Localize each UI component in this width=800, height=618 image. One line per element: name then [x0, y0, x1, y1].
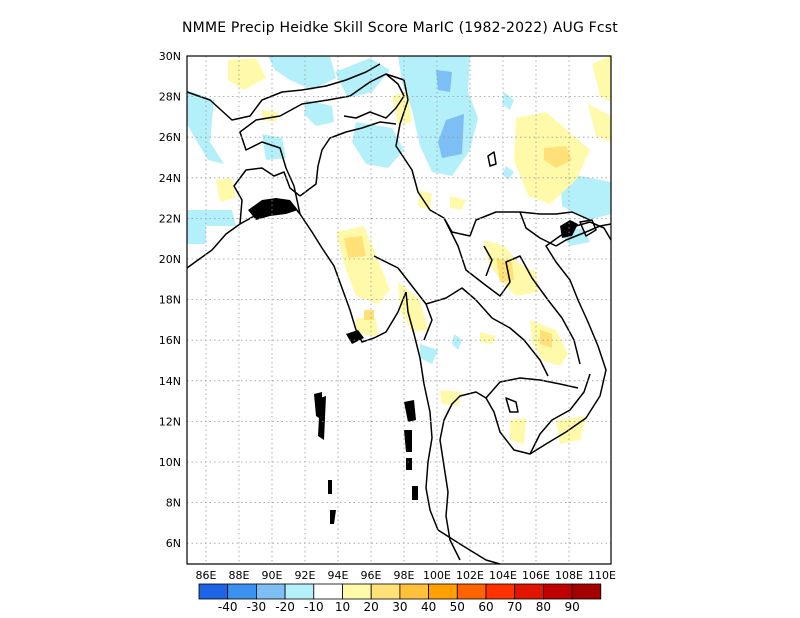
lat-tick-label: 12N [159, 415, 181, 428]
coastline-bay-of-bengal [186, 201, 407, 343]
lat-tick-label: 18N [159, 294, 181, 307]
graticule [187, 56, 611, 564]
colorbar-swatch [342, 583, 372, 600]
lat-tick-label: 20N [159, 253, 181, 266]
lat-tick-label: 28N [159, 91, 181, 104]
coastline-detail [248, 198, 578, 524]
colorbar-swatch [571, 583, 602, 600]
border-northeast-india [299, 121, 397, 197]
lon-tick-label: 100E [423, 569, 451, 582]
map-frame [186, 55, 612, 565]
colorbar-swatch [399, 583, 429, 600]
lon-tick-label: 110E [588, 569, 616, 582]
colorbar-label: 10 [335, 600, 350, 614]
colorbar-label: 50 [450, 600, 465, 614]
lat-tick-label: 24N [159, 172, 181, 185]
colorbar-label: -20 [275, 600, 295, 614]
colorbar-label: 40 [421, 600, 436, 614]
border-vietnam-china [519, 211, 557, 247]
colorbar-swatch [198, 583, 229, 600]
colorbar-label: -40 [218, 600, 238, 614]
coastline-gulf-inner [439, 221, 612, 561]
lat-tick-label: 16N [159, 334, 181, 347]
colorbar-swatch [284, 583, 315, 600]
lat-tick-label: 22N [159, 212, 181, 225]
border-thailand-cambodia [485, 377, 579, 399]
lon-tick-label: 94E [328, 569, 349, 582]
colorbar-label: 60 [478, 600, 493, 614]
colorbar-label: 80 [536, 600, 551, 614]
colorbar-swatch [370, 583, 401, 600]
lon-tick-label: 104E [489, 569, 517, 582]
lat-tick-label: 10N [159, 456, 181, 469]
country-borders [186, 63, 612, 565]
lon-tick-label: 96E [361, 569, 382, 582]
lat-tick-label: 6N [166, 537, 181, 550]
colorbar-swatch [227, 583, 257, 600]
colorbar-swatch [428, 583, 458, 600]
lon-tick-label: 86E [196, 569, 217, 582]
border-myanmar-thailand [373, 255, 433, 341]
colorbar-labels: -40 -30 -20 -10 10 20 30 40 50 60 70 80 90 [218, 600, 580, 614]
lon-tick-label: 90E [262, 569, 283, 582]
lake-tonle-sap [505, 397, 519, 413]
border-thailand-laos [425, 287, 549, 377]
lat-tick-label: 8N [166, 497, 181, 510]
lon-tick-label: 98E [394, 569, 415, 582]
colorbar-label: 30 [392, 600, 407, 614]
colorbar-label: 90 [564, 600, 579, 614]
latitude-labels: 30N 28N 26N 24N 22N 20N 18N 16N 14N 12N 10N 8N 6N [159, 50, 181, 550]
colorbar-swatch [485, 583, 516, 600]
colorbar-swatch [514, 583, 544, 600]
border-china-vietnam-laos [483, 245, 493, 277]
map-title: NMME Precip Heidke Skill Score MarIC (19… [182, 20, 618, 36]
island-hainan [579, 219, 597, 237]
island-small-1 [487, 151, 497, 167]
river-tibet-border [343, 73, 405, 119]
colorbar-swatch [543, 583, 573, 600]
colorbar-swatch [456, 583, 487, 600]
lon-tick-label: 108E [555, 569, 583, 582]
colorbar [198, 583, 602, 600]
border-bangladesh [233, 167, 301, 225]
colorbar-label: -10 [304, 600, 324, 614]
lon-tick-label: 102E [456, 569, 484, 582]
colorbar-label: 70 [507, 600, 522, 614]
border-nepal-bhutan [186, 63, 381, 121]
colorbar-swatch [255, 583, 286, 600]
lat-tick-label: 14N [159, 375, 181, 388]
lat-tick-label: 26N [159, 131, 181, 144]
lat-tick-label: 30N [159, 50, 181, 63]
lon-tick-label: 92E [295, 569, 316, 582]
coastline-peninsula-west [405, 291, 439, 531]
colorbar-swatch [313, 583, 343, 600]
border-cambodia-vietnam [529, 373, 591, 455]
border-laos-north [443, 217, 581, 365]
coastline-vietnam-north [555, 223, 612, 247]
border-india-myanmar [239, 73, 409, 215]
border-myanmar-china [395, 99, 591, 237]
longitude-labels: 86E 88E 90E 92E 94E 96E 98E 100E 102E 104E 106E 108… [196, 569, 616, 582]
lon-tick-label: 106E [522, 569, 550, 582]
lon-tick-label: 88E [229, 569, 250, 582]
colorbar-label: 20 [364, 600, 379, 614]
colorbar-label: -30 [247, 600, 267, 614]
